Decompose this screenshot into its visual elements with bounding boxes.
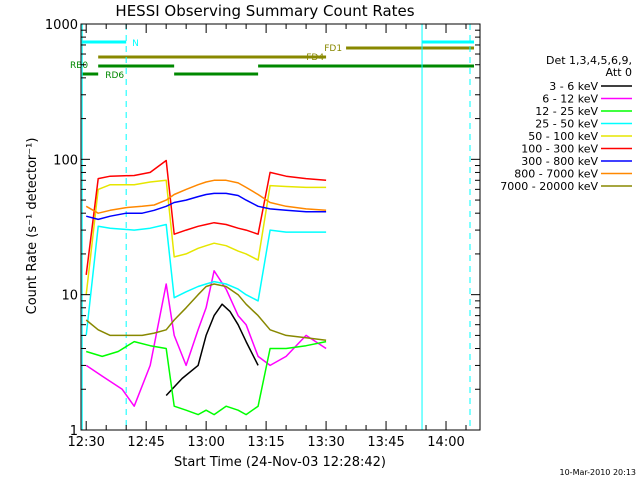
series-line — [85, 179, 327, 295]
y-axis-label: Count Rate (s⁻¹ detector⁻¹) — [25, 138, 40, 315]
series-line — [85, 159, 327, 275]
legend-entry-label: 6 - 12 keV — [542, 93, 598, 106]
chart-title: HESSI Observing Summary Count Rates — [115, 2, 414, 20]
flag-bar-label: FD1 — [324, 44, 342, 54]
legend-header: Det 1,3,4,5,6,9, — [546, 54, 632, 67]
legend-entry-label: 12 - 25 keV — [535, 105, 598, 118]
x-tick-label: 13:15 — [247, 435, 284, 450]
vertical-markers — [81, 24, 471, 430]
plot-frame — [80, 23, 481, 431]
legend-entry-label: 800 - 7000 keV — [514, 168, 598, 181]
series-line — [85, 283, 327, 342]
legend-entry-label: 3 - 6 keV — [549, 80, 598, 93]
series-line — [85, 223, 327, 336]
series-line — [85, 270, 327, 407]
flag-bar-label: RB0 — [70, 61, 88, 71]
x-tick-label: 13:00 — [187, 435, 224, 450]
footer-date: 10-Mar-2010 20:13 — [560, 468, 637, 477]
y-tick-label: 10 — [61, 289, 78, 304]
series-line — [86, 192, 327, 221]
x-tick-label: 13:30 — [307, 435, 344, 450]
flag-bar-label: N — [132, 39, 139, 49]
legend-entry-label: 7000 - 20000 keV — [500, 180, 598, 193]
x-tick-label: 12:45 — [127, 435, 164, 450]
x-tick-label: 14:00 — [427, 435, 464, 450]
legend-entry-label: 25 - 50 keV — [535, 118, 598, 131]
x-tick-label: 13:45 — [367, 435, 404, 450]
y-axis: 1 10 100 1000 — [45, 18, 480, 439]
series-line — [85, 179, 327, 214]
y-tick-label: 100 — [53, 153, 78, 168]
series-line — [165, 303, 259, 397]
x-axis-label: Start Time (24-Nov-03 12:28:42) — [174, 455, 386, 470]
legend-header: Att 0 — [606, 66, 632, 79]
x-axis: 12:30 12:45 13:00 13:15 13:30 13:45 14:00 — [67, 24, 467, 450]
series-line — [85, 340, 327, 416]
legend-entry-label: 100 - 300 keV — [521, 143, 598, 156]
x-tick-label: 12:30 — [67, 435, 104, 450]
y-tick-label: 1000 — [45, 18, 78, 33]
series-lines — [85, 159, 327, 416]
legend-entry-label: 300 - 800 keV — [521, 155, 598, 168]
legend-entry-label: 50 - 100 keV — [528, 130, 598, 143]
flag-bar-label: FD4 — [306, 53, 324, 63]
y-tick-label: 1 — [70, 424, 78, 439]
flag-bar-label: RD6 — [105, 71, 124, 81]
